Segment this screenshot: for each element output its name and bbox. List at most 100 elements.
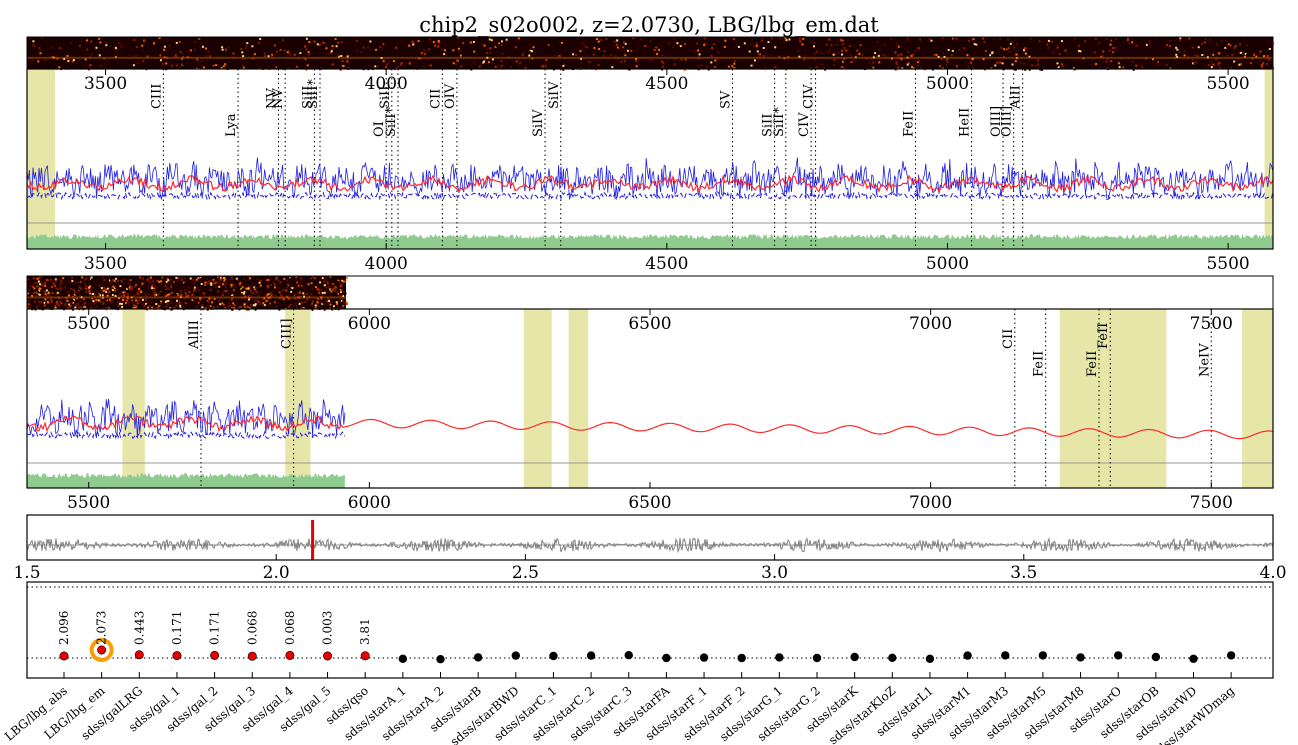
spectral-line-label: SiIV bbox=[531, 109, 546, 137]
masked-region bbox=[27, 69, 56, 249]
template-point bbox=[1076, 653, 1085, 662]
x-tick-label-top: 6500 bbox=[628, 314, 671, 334]
x-tick-label-top: 5500 bbox=[1206, 74, 1249, 94]
template-redshift-label: 2.073 bbox=[95, 611, 109, 645]
spectral-line-label: FeII bbox=[901, 111, 916, 137]
template-point bbox=[247, 651, 257, 661]
x-tick-label-top: 7000 bbox=[909, 314, 952, 334]
x-tick-label: 3.0 bbox=[761, 563, 788, 583]
template-point bbox=[1001, 651, 1010, 660]
figure-title: chip2_s02o002, z=2.0730, LBG/lbg_em.dat bbox=[419, 13, 879, 37]
model-curve bbox=[27, 174, 1273, 194]
template-point bbox=[888, 653, 897, 662]
template-point bbox=[775, 653, 784, 662]
template-redshift-label: 0.003 bbox=[321, 611, 335, 645]
x-tick-label-top: 6000 bbox=[348, 314, 391, 334]
template-redshift-label: 0.171 bbox=[208, 611, 222, 645]
spectral-line-label: CIII bbox=[149, 84, 164, 109]
spectral-line-label: CII bbox=[428, 89, 443, 109]
spectral-line-label: SiII bbox=[761, 114, 776, 137]
masked-region bbox=[1059, 309, 1167, 488]
masked-region bbox=[285, 309, 311, 488]
template-name-label: sdss/starKloZ bbox=[826, 684, 898, 745]
template-point bbox=[850, 652, 859, 662]
template-point bbox=[210, 650, 220, 660]
best-template-ring bbox=[89, 638, 114, 662]
template-redshift-label: 0.443 bbox=[132, 611, 146, 645]
spectral-line-label: AlIII bbox=[187, 320, 202, 350]
x-tick-label: 5000 bbox=[926, 254, 969, 274]
x-tick-label-top: 7500 bbox=[1190, 314, 1233, 334]
template-point bbox=[963, 651, 972, 660]
masked-region bbox=[122, 309, 145, 488]
x-tick-label: 7500 bbox=[1190, 493, 1233, 513]
template-redshift-label: 0.068 bbox=[245, 611, 259, 645]
template-comparison-panel: 2.096 2.073 0.443 0.171 0.171 0.068 0.068 0.003… bbox=[2, 581, 1274, 745]
template-point bbox=[323, 651, 333, 661]
spectral-line-label: HeII bbox=[958, 108, 973, 137]
template-redshift-label: 0.068 bbox=[283, 611, 297, 645]
x-tick-label: 3.5 bbox=[1010, 563, 1037, 583]
x-tick-label: 7000 bbox=[909, 493, 952, 513]
template-point bbox=[586, 651, 596, 660]
masked-region bbox=[1264, 69, 1273, 249]
template-redshift-label: 0.171 bbox=[170, 611, 184, 645]
spectral-line-label: FeII bbox=[1096, 323, 1111, 349]
error-spectrum bbox=[27, 473, 345, 488]
x-tick-label-top: 5000 bbox=[926, 74, 969, 94]
template-point bbox=[662, 653, 671, 663]
spectral-line-label: OIII] bbox=[989, 106, 1004, 137]
x-tick-label: 3500 bbox=[84, 254, 127, 274]
template-point bbox=[624, 651, 633, 660]
noise-curve bbox=[27, 190, 1273, 201]
spectral-line-label: FeII bbox=[1032, 351, 1047, 377]
template-redshift-label: 3.81 bbox=[358, 618, 372, 645]
x-tick-label: 6000 bbox=[348, 493, 391, 513]
spectral-line-label: AlII bbox=[1009, 85, 1024, 110]
x-tick-label: 1.5 bbox=[13, 563, 40, 583]
spectral-line-label: SiIV bbox=[547, 81, 562, 109]
x-tick-label-top: 5500 bbox=[67, 314, 110, 334]
spectral-line-label: OI bbox=[372, 121, 387, 137]
template-point bbox=[97, 645, 107, 655]
redshift-chi2-panel: 1.5 2.0 2.5 3.0 3.5 4.0 bbox=[13, 514, 1287, 583]
flux-curve bbox=[27, 157, 1273, 201]
spectral-line-label: SiII* bbox=[306, 79, 321, 109]
spectral-line-label: Lya bbox=[224, 113, 239, 137]
spectral-line-label: SV bbox=[719, 90, 734, 109]
template-point bbox=[812, 653, 822, 663]
template-point bbox=[172, 651, 182, 661]
spectral-line-label: SiII* bbox=[384, 107, 399, 137]
spectral-line-label: OIV bbox=[443, 83, 458, 109]
spectral-line-label: SiII* bbox=[772, 107, 787, 137]
template-point bbox=[134, 650, 144, 660]
template-point bbox=[511, 651, 520, 660]
template-point bbox=[436, 655, 445, 664]
spectral-line-label: OIII] bbox=[1000, 106, 1015, 137]
template-point bbox=[360, 651, 370, 661]
spectral-line-label: CII bbox=[1001, 329, 1016, 349]
spectral-line-label: CIV bbox=[797, 112, 812, 137]
x-tick-label: 4500 bbox=[645, 254, 688, 274]
upper-2d-spectrum-image bbox=[26, 36, 1275, 71]
lower-2d-spectrum-image bbox=[26, 275, 1274, 311]
spectral-line-label: CIV bbox=[802, 84, 817, 109]
template-point bbox=[59, 651, 69, 661]
template-point bbox=[473, 653, 483, 662]
chi2-curve bbox=[27, 536, 1273, 554]
template-point bbox=[1151, 652, 1161, 662]
x-tick-label: 4.0 bbox=[1259, 563, 1286, 583]
spectral-line-label: NeIV bbox=[1197, 343, 1212, 377]
masked-region bbox=[568, 309, 589, 488]
x-tick-label-top: 3500 bbox=[84, 74, 127, 94]
spectral-line-label: NV bbox=[271, 88, 286, 109]
template-point bbox=[699, 653, 709, 662]
template-redshift-label: 2.096 bbox=[57, 611, 71, 645]
model-curve bbox=[27, 414, 1273, 440]
spectral-line-label: SiII bbox=[300, 86, 315, 109]
template-point bbox=[737, 653, 746, 663]
masked-region bbox=[1242, 309, 1273, 488]
spectral-line-label: NV bbox=[264, 88, 279, 109]
